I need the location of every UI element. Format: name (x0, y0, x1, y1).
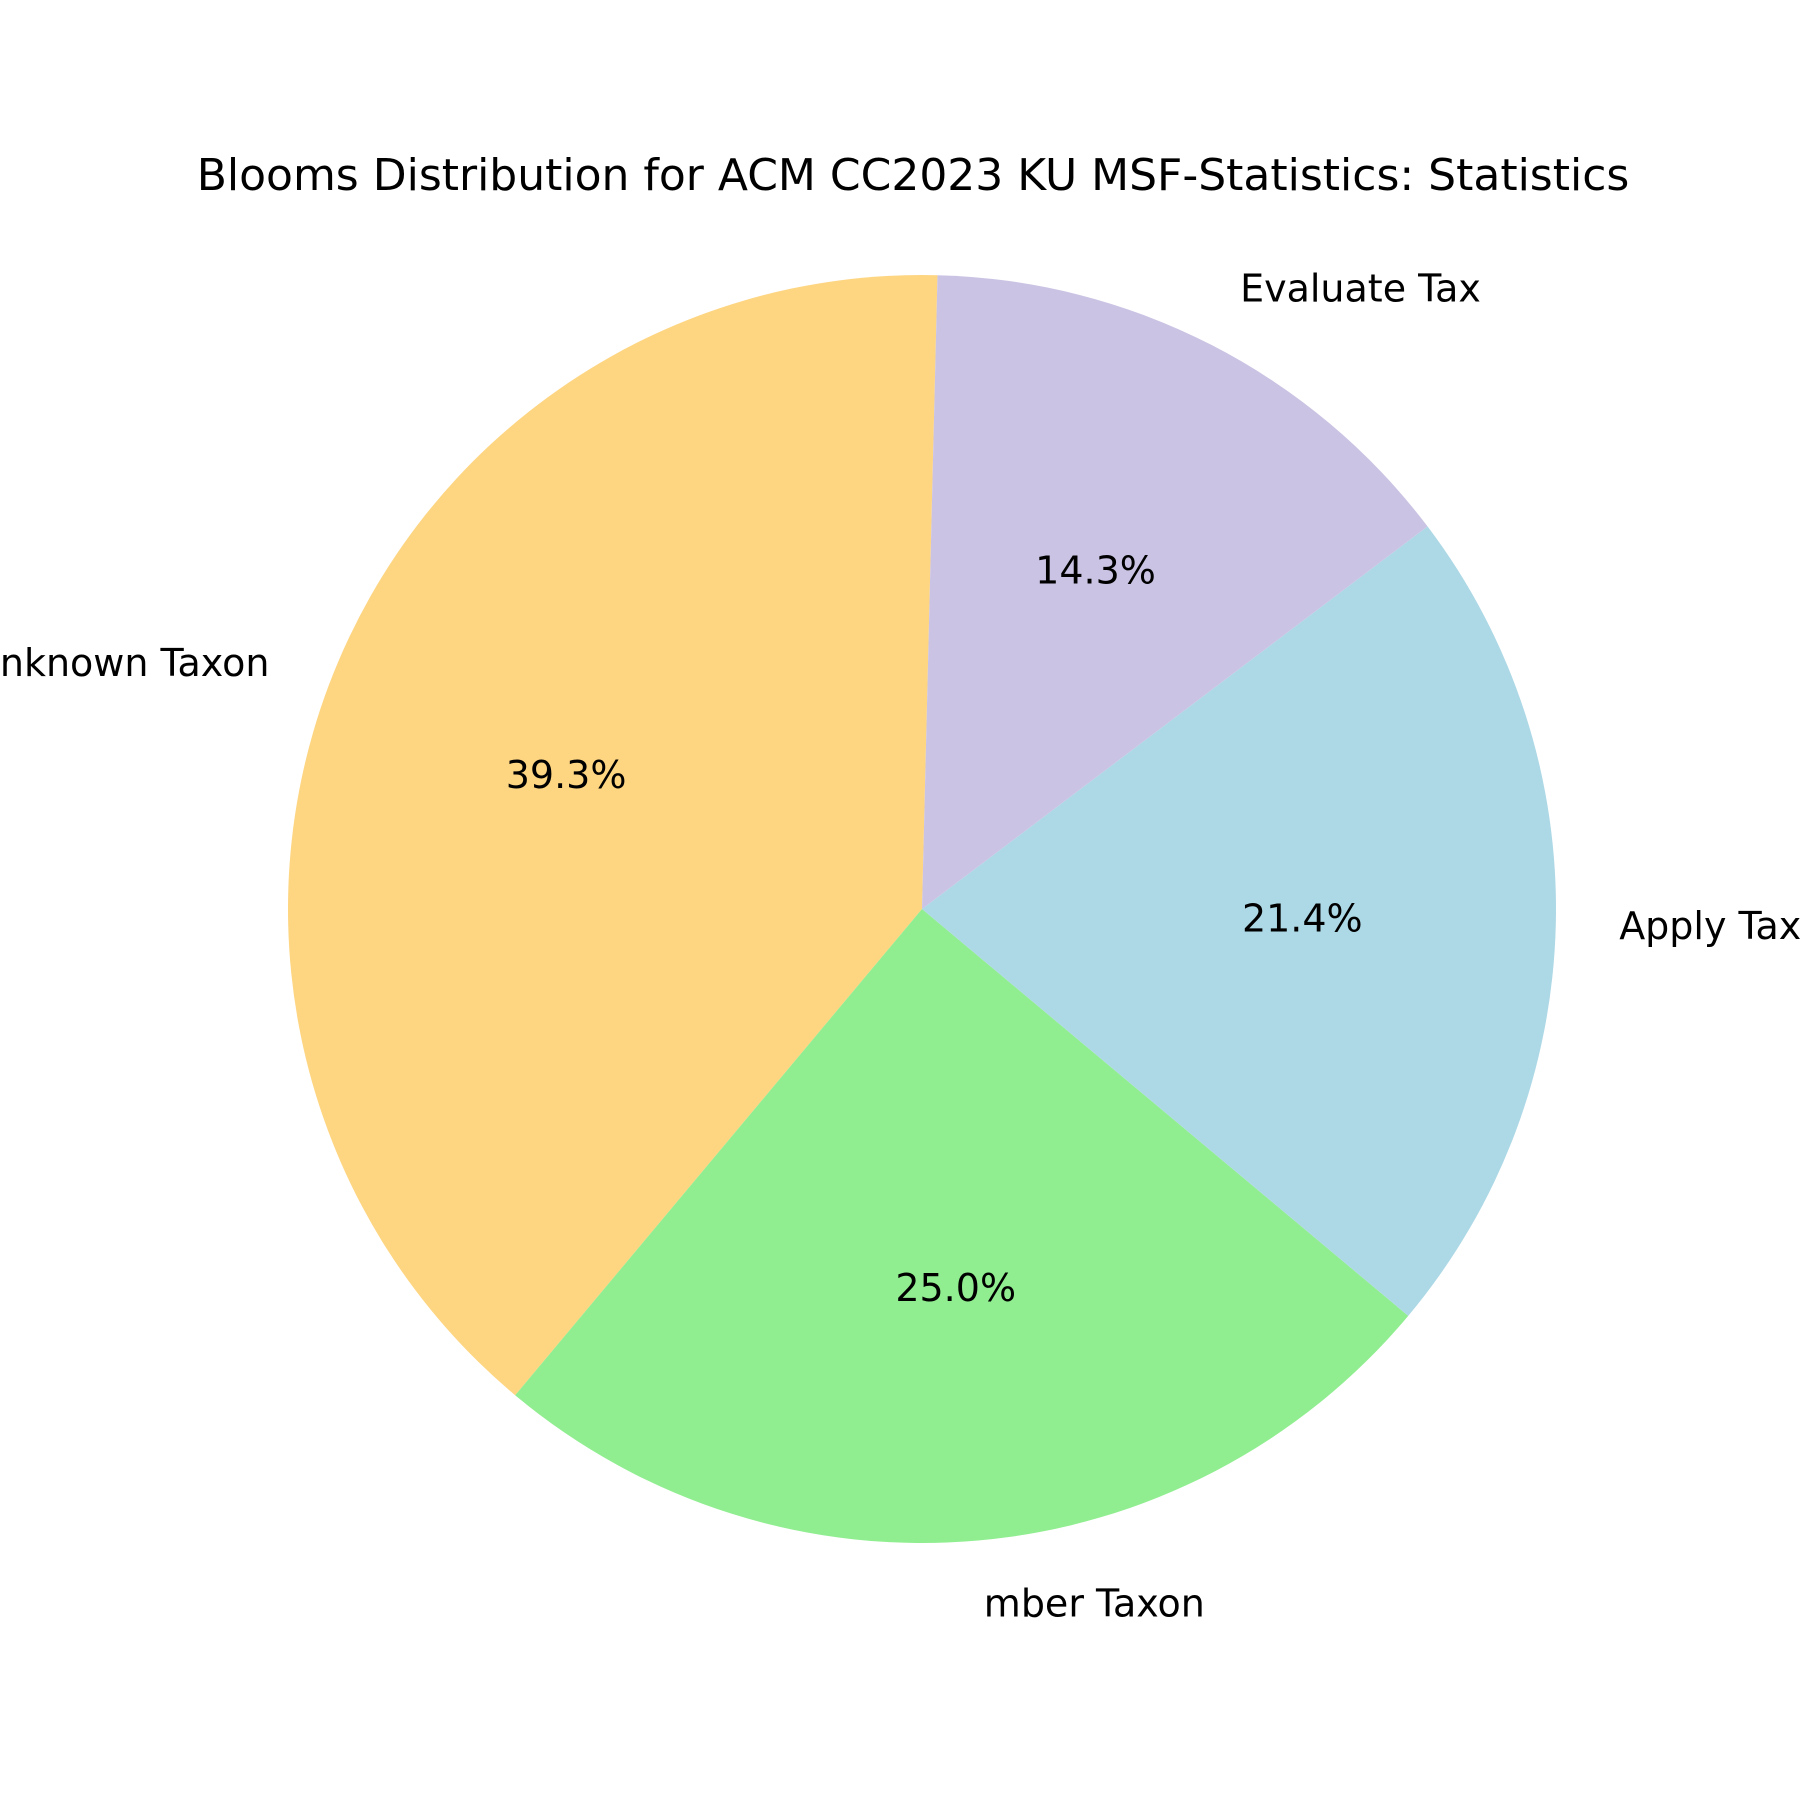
pct-label-unknown-taxon: 39.3% (506, 753, 627, 797)
pie-labels: 39.3% Unknown Taxon 25.0% mber Taxon 21.4% Ap… (0, 266, 1800, 1625)
pie-slices (288, 275, 1556, 1544)
slice-label-remember-taxon: mber Taxon (984, 1582, 1205, 1626)
pct-label-remember-taxon: 25.0% (895, 1266, 1016, 1310)
pie-slice-remember-taxon (515, 909, 1409, 1544)
slice-label-evaluate-taxon: Evaluate Tax (1240, 266, 1481, 310)
slice-label-apply-taxon: Apply Taxon (1619, 904, 1800, 948)
chart-title: Blooms Distribution for ACM CC2023 KU MS… (197, 150, 1630, 201)
pct-label-apply-taxon: 21.4% (1242, 896, 1363, 940)
slice-label-unknown-taxon: Unknown Taxon (0, 641, 269, 685)
pie-slice-unknown-taxon (288, 275, 938, 1396)
pie-slice-apply-taxon (922, 526, 1556, 1316)
pct-label-evaluate-taxon: 14.3% (1035, 549, 1156, 593)
pie-slice-evaluate-taxon (922, 275, 1428, 909)
